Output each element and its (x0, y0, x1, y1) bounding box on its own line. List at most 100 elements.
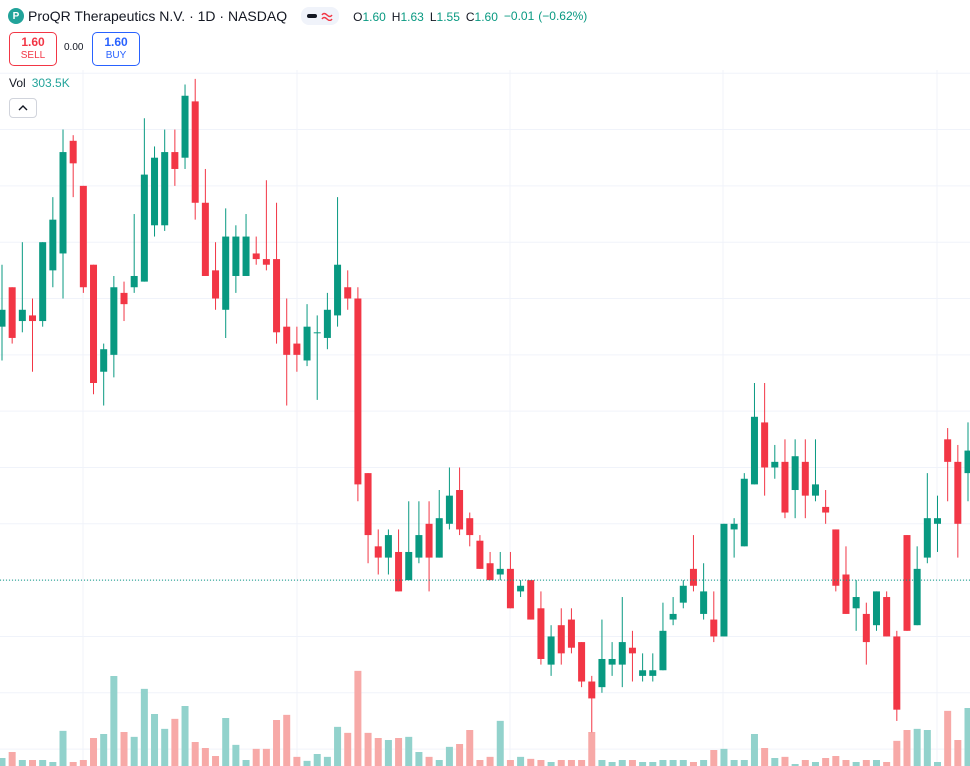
volume-bar (720, 748, 728, 766)
volume-bar (791, 764, 799, 766)
volume-bar (913, 728, 921, 766)
volume-bar (466, 730, 474, 766)
volume-bar (547, 762, 555, 766)
buy-button[interactable]: 1.60 BUY (92, 32, 140, 66)
volume-bar (151, 714, 159, 766)
buy-label: BUY (105, 50, 127, 61)
volume-bar (323, 756, 331, 766)
volume-bar (862, 760, 870, 766)
volume-bar (212, 756, 220, 766)
candle-body (242, 236, 250, 276)
ohlc-key: L (429, 10, 437, 24)
candle-body (933, 518, 941, 524)
candle-body (323, 309, 331, 338)
volume-bar (903, 730, 911, 766)
volume-bar (527, 758, 535, 766)
volume-bar (395, 738, 403, 766)
hide-icon (307, 14, 318, 18)
volume-bar (90, 738, 98, 766)
volume-bar (872, 760, 880, 766)
candle-body (781, 461, 789, 513)
candle-body (822, 506, 830, 513)
candle-body (639, 670, 647, 676)
volume-bar (39, 760, 47, 766)
buy-price: 1.60 (104, 35, 128, 49)
candle-body (761, 422, 769, 468)
volume-bar (750, 734, 758, 766)
volume-bar (689, 762, 697, 766)
volume-bar (161, 728, 169, 766)
volume-bar (201, 748, 209, 766)
volume-bar (517, 756, 525, 766)
volume-bar (374, 738, 382, 766)
candle-body (140, 174, 148, 282)
volume-bar (639, 762, 647, 766)
volume-bar (954, 740, 962, 766)
volume-bar (273, 720, 281, 766)
volume-bar (445, 746, 453, 766)
candle-body (69, 140, 77, 164)
candle-body (608, 658, 616, 665)
volume-bar (334, 726, 342, 766)
candle-body (435, 518, 443, 558)
candle-body (79, 185, 87, 288)
volume-bar (893, 740, 901, 766)
volume-bar (18, 760, 26, 766)
header: P ProQR Therapeutics N.V. · 1D · NASDAQ … (8, 6, 587, 26)
volume-legend: Vol 303.5K (9, 76, 70, 90)
ohlc-value: 1.55 (436, 10, 460, 24)
volume-bar (598, 760, 606, 766)
candle-body (710, 619, 718, 637)
candle-body (628, 647, 636, 654)
volume-bar (242, 760, 250, 766)
candle-body (39, 242, 47, 322)
volume-bar (628, 760, 636, 766)
volume-bar (649, 762, 657, 766)
candle-body (476, 540, 484, 569)
volume-bar (69, 762, 77, 766)
candle-body (273, 259, 281, 333)
volume-bar (557, 760, 565, 766)
candle-body (425, 523, 433, 558)
volume-bar (822, 758, 830, 766)
volume-bar (354, 670, 362, 766)
candle-body (201, 202, 209, 276)
volume-bar (496, 720, 504, 766)
candle-body (395, 551, 403, 592)
sell-button[interactable]: 1.60 SELL (9, 32, 57, 66)
candle-body (527, 580, 535, 620)
volume-bar (140, 688, 148, 766)
volume-bar (801, 760, 809, 766)
candle-body (506, 568, 514, 609)
chevron-icon (18, 105, 28, 111)
candle-body (303, 326, 311, 361)
collapse-button[interactable] (9, 98, 37, 118)
volume-bar (120, 732, 128, 766)
change: −0.01 (503, 9, 535, 23)
candle-body (750, 416, 758, 485)
volume-bar (486, 756, 494, 766)
candle-body (384, 535, 392, 558)
candle-body (700, 591, 708, 614)
candle-body (334, 264, 342, 316)
candle-body (954, 461, 962, 524)
volume-bar (456, 744, 464, 766)
candle-body (8, 287, 16, 338)
volume-label: Vol (9, 76, 26, 90)
volume-bar (425, 756, 433, 766)
candle-body (18, 309, 26, 322)
indicator-pill[interactable] (301, 7, 340, 25)
volume-bar (679, 760, 687, 766)
candle-body (659, 630, 667, 671)
candle-body (771, 461, 779, 468)
volume-bar (700, 760, 708, 766)
volume-bar (8, 752, 16, 766)
candle-body (669, 613, 677, 620)
volume-bar (811, 762, 819, 766)
volume-bar (303, 760, 311, 766)
volume-bar (49, 762, 57, 766)
volume-bar (405, 736, 413, 766)
volume-bar (344, 732, 352, 766)
candle-body (374, 546, 382, 558)
volume-bar (283, 714, 291, 766)
